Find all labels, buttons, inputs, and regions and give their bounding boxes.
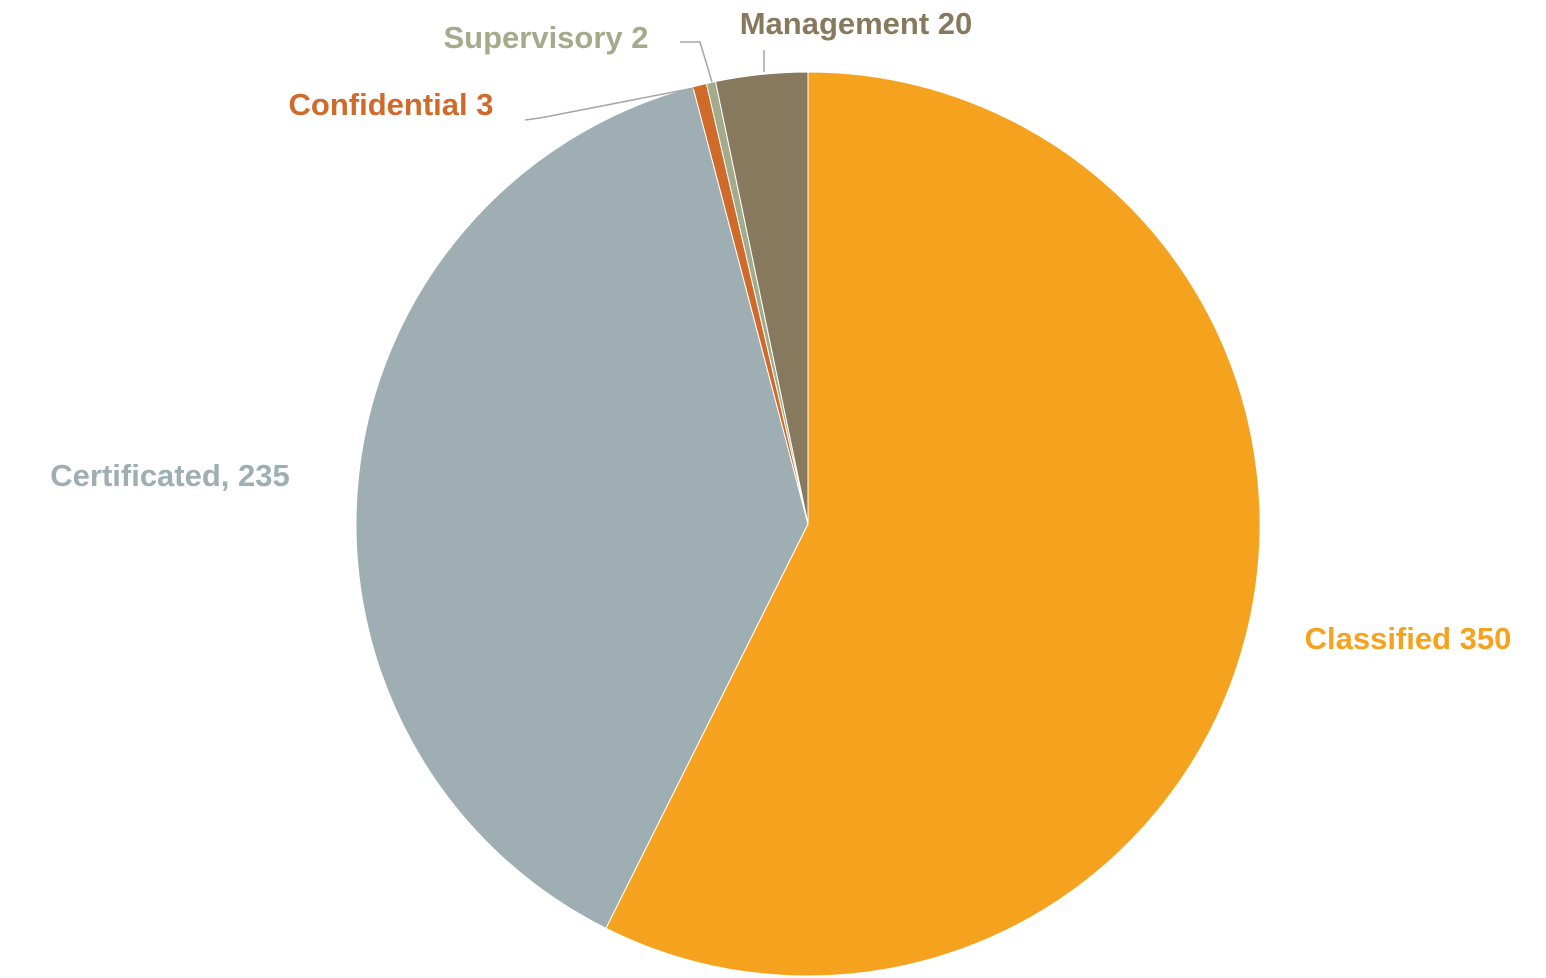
data-label: Confidential 3 <box>289 87 494 122</box>
pie-slice <box>605 71 1261 977</box>
data-label: Certificated, 235 <box>50 458 290 493</box>
data-label: Classified 350 <box>1305 621 1512 656</box>
pie-slice <box>355 86 809 929</box>
leader-line <box>680 41 713 83</box>
data-label: Management 20 <box>740 6 973 41</box>
leader-line <box>524 87 695 121</box>
data-label: Supervisory 2 <box>443 20 648 55</box>
pie-slice <box>714 71 809 525</box>
